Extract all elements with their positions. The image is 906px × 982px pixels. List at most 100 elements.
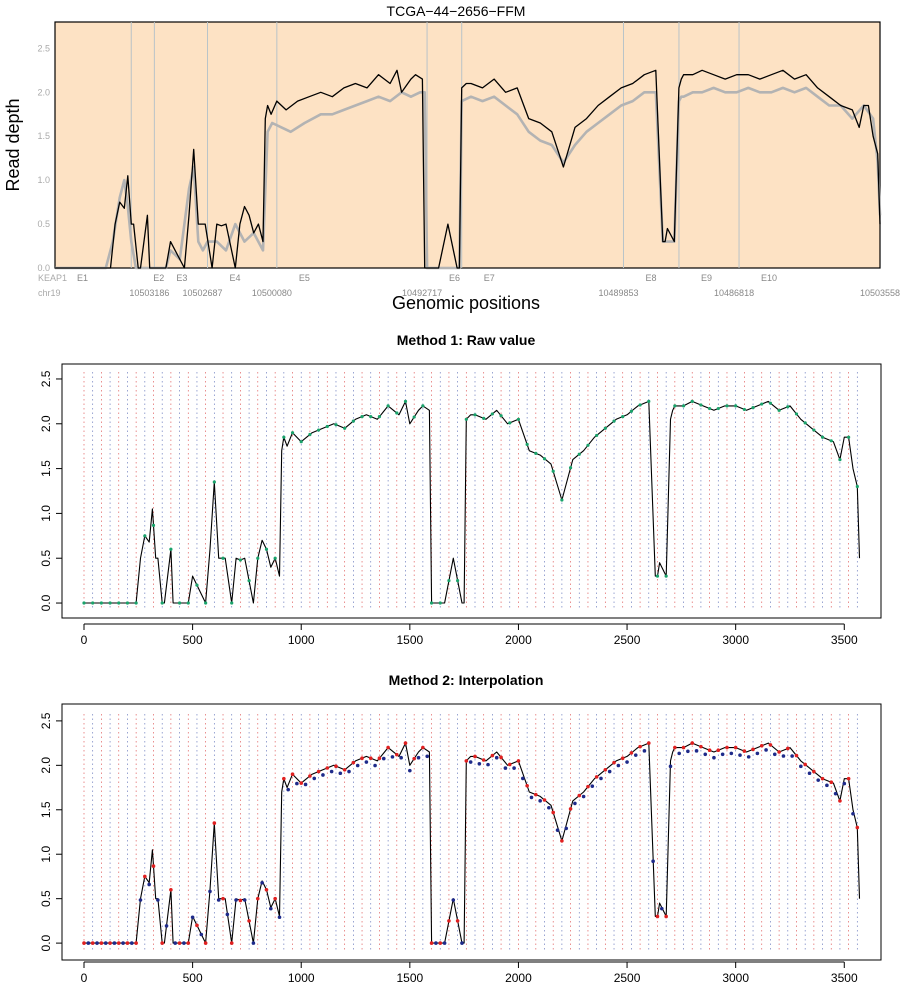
y-tick-label: 0.0 (37, 263, 50, 273)
method1-title: Method 1: Raw value (397, 332, 536, 348)
interpolated-marker (772, 752, 777, 757)
interpolated-marker (390, 755, 395, 759)
sample-marker (429, 601, 434, 605)
x-tick-label: 3500 (831, 971, 858, 982)
interpolated-marker (164, 924, 169, 928)
sample-marker (238, 558, 242, 562)
sample-marker (551, 469, 555, 473)
y-tick-label: 1.5 (39, 801, 53, 818)
raw-marker (82, 941, 86, 945)
sample-marker (212, 480, 216, 484)
sample-marker (612, 419, 616, 423)
sample-marker (247, 579, 251, 583)
interpolated-marker (790, 754, 794, 758)
sample-marker (603, 426, 607, 430)
raw-marker (629, 751, 634, 755)
raw-marker (412, 756, 416, 761)
x-tick-label: 2500 (614, 633, 641, 647)
interpolated-marker (95, 941, 99, 945)
top-panel: TCGA−44−2656−FFM 0.0 0.5 1.0 1.5 2.0 2.5 E1 E2… (3, 3, 900, 313)
raw-marker (794, 753, 799, 758)
interpolated-marker (416, 755, 421, 760)
sample-marker (134, 601, 138, 605)
sample-marker (169, 547, 173, 551)
sample-marker (760, 402, 764, 406)
sample-marker (299, 440, 303, 444)
top-title: TCGA−44−2656−FFM (387, 3, 526, 19)
raw-marker (725, 745, 729, 750)
interpolated-marker (460, 941, 464, 945)
sample-marker (125, 601, 130, 605)
raw-marker (316, 769, 321, 774)
sample-marker (508, 421, 512, 425)
raw-marker (334, 764, 338, 769)
sample-marker (151, 523, 156, 527)
top-y-ticks: 0.0 0.5 1.0 1.5 2.0 2.5 (37, 43, 50, 273)
raw-marker (438, 941, 443, 945)
interpolated-marker (260, 880, 264, 885)
interpolated-marker (251, 941, 256, 945)
interpolated-marker (286, 787, 290, 792)
interpolated-marker (381, 756, 386, 761)
interpolated-marker (703, 752, 708, 757)
exon-label: E9 (701, 273, 712, 283)
raw-marker (499, 755, 503, 760)
sample-marker (82, 601, 86, 605)
raw-marker (490, 753, 495, 758)
raw-marker (447, 919, 451, 923)
interpolated-marker (364, 760, 369, 764)
interpolated-marker (642, 749, 647, 753)
position-labels: 10503186 10502687 10500080 10492717 10489853… (129, 288, 900, 298)
y-tick-label: 1.5 (37, 131, 50, 141)
raw-marker (838, 799, 842, 803)
sample-marker (438, 601, 442, 605)
interpolated-marker (138, 898, 143, 902)
raw-marker (290, 772, 295, 777)
raw-marker (151, 864, 156, 868)
interpolated-marker (547, 805, 551, 810)
raw-marker (768, 743, 773, 747)
exon-label: E1 (77, 273, 88, 283)
x-tick-label: 1500 (396, 971, 423, 982)
sample-marker (725, 404, 729, 408)
interpolated-marker (660, 906, 664, 911)
sample-marker (369, 415, 373, 419)
sample-marker (655, 574, 660, 578)
sample-marker (829, 439, 833, 443)
raw-marker (360, 756, 364, 761)
sample-marker (186, 601, 190, 605)
raw-marker (195, 923, 199, 928)
top-y-axis-label: Read depth (3, 98, 23, 191)
x-tick-label: 2000 (505, 971, 532, 982)
top-series (55, 69, 882, 270)
interpolated-marker (668, 764, 673, 769)
interpolated-marker (408, 768, 412, 773)
sample-marker (794, 412, 799, 416)
method2-title: Method 2: Interpolation (389, 672, 544, 688)
method1-grid (83, 372, 858, 610)
raw-marker (186, 941, 191, 945)
interpolated-marker (825, 783, 829, 788)
x-tick-label: 3000 (722, 633, 749, 647)
x-tick-label: 0 (81, 633, 88, 647)
sample-marker (734, 404, 738, 408)
raw-marker (125, 941, 130, 945)
sample-marker (325, 424, 329, 429)
raw-marker (603, 767, 608, 772)
y-tick-label: 0.0 (39, 934, 53, 951)
sample-marker (482, 416, 486, 420)
interpolated-marker (573, 801, 577, 806)
raw-marker (255, 896, 260, 901)
interpolated-marker (373, 763, 377, 768)
sample-marker (751, 406, 755, 410)
interpolated-marker (633, 753, 638, 757)
chrom-label: chr19 (38, 288, 61, 298)
raw-marker (351, 760, 356, 765)
interpolated-marker (520, 776, 525, 781)
x-tick-label: 1000 (288, 633, 315, 647)
interpolated-marker (303, 782, 308, 787)
method2-x-ticks: 0 500 1000 1500 2000 2500 3000 3500 (81, 961, 858, 982)
top-plot-background (54, 21, 881, 269)
sample-marker (664, 574, 668, 578)
raw-marker (264, 887, 269, 892)
